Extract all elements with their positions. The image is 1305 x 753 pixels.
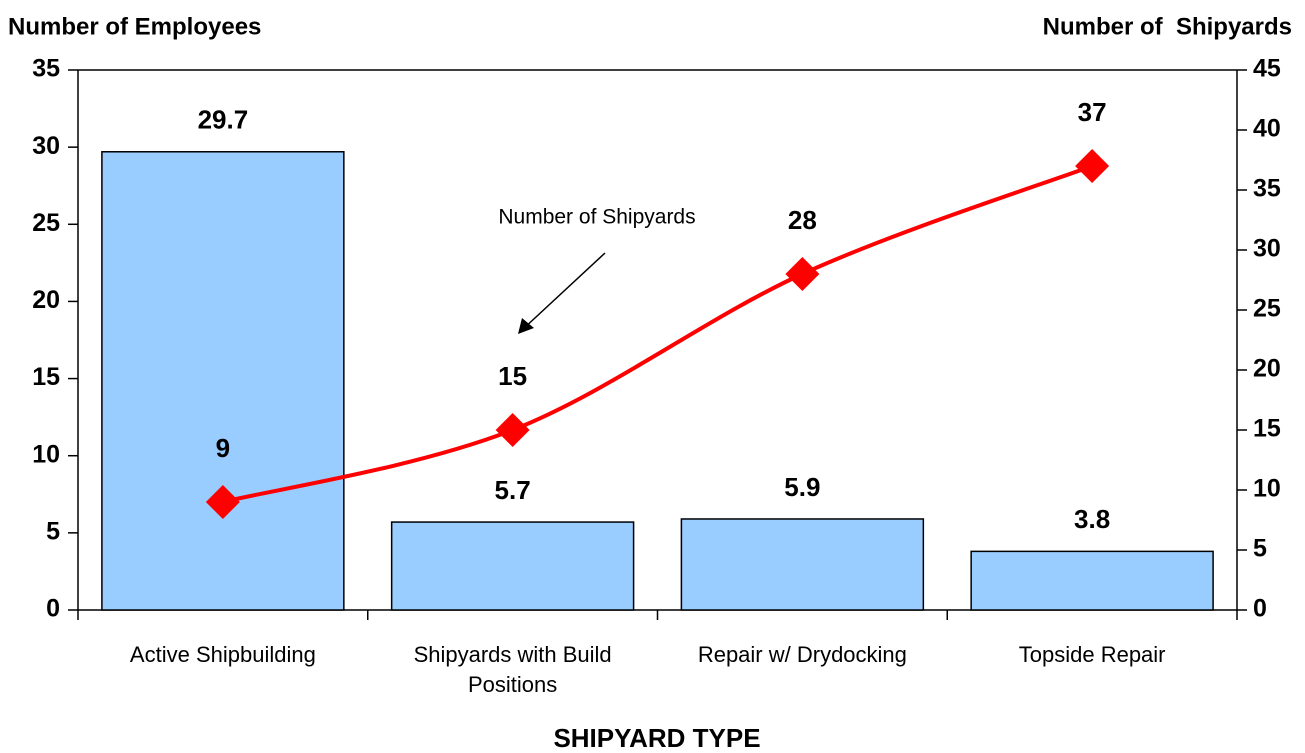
data-label: 37 — [1078, 97, 1107, 127]
y2-tick-label: 15 — [1253, 415, 1281, 443]
y2-tick-label: 40 — [1253, 115, 1281, 143]
data-label: 9 — [216, 433, 230, 463]
annotation-arrow — [521, 252, 606, 331]
marker — [1075, 149, 1110, 183]
bar — [101, 151, 345, 611]
marker — [205, 485, 240, 519]
data-label: 3.8 — [1074, 504, 1110, 534]
y2-tick-label: 45 — [1253, 55, 1281, 83]
annotation: Number of Shipyards — [498, 206, 695, 229]
data-label: 28 — [788, 205, 817, 235]
x-tick-label: Repair w/ Drydocking — [697, 642, 907, 667]
y-tick-label: 10 — [32, 440, 60, 468]
bar — [680, 518, 925, 611]
y2-tick-label: 25 — [1253, 295, 1281, 323]
data-label: 29.7 — [198, 105, 249, 135]
y-tick-label: 0 — [46, 595, 60, 623]
line — [222, 164, 1093, 504]
y-tick-label: 15 — [32, 363, 60, 391]
y2-axis-title: Number of Shipyards — [1043, 13, 1292, 40]
x-axis-title: SHIPYARD TYPE — [553, 723, 760, 753]
marker — [495, 413, 530, 447]
x-tick-label: Active Shipbuilding — [129, 642, 316, 667]
marker — [785, 257, 820, 291]
x-tick-label: Topside Repair — [1018, 642, 1166, 667]
y2-tick-label: 35 — [1253, 175, 1281, 203]
y-tick-label: 25 — [32, 209, 60, 237]
y2-tick-label: 0 — [1253, 595, 1267, 623]
y-axis-title: Number of Employees — [8, 13, 261, 40]
y2-tick-label: 10 — [1253, 475, 1281, 503]
y-tick-label: 20 — [32, 286, 60, 314]
y-tick-label: 5 — [46, 517, 60, 545]
data-label: 15 — [498, 361, 527, 391]
y-tick-label: 35 — [32, 55, 60, 83]
data-label: 5.7 — [495, 475, 531, 505]
y2-tick-label: 5 — [1253, 535, 1267, 563]
x-tick-label: Shipyards with Build Positions — [413, 642, 612, 697]
y2-tick-label: 20 — [1253, 355, 1281, 383]
bar — [390, 521, 635, 611]
y-tick-label: 30 — [32, 132, 60, 160]
annotation-arrowhead — [518, 318, 534, 334]
bar — [970, 550, 1214, 611]
data-label: 5.9 — [784, 472, 820, 502]
y2-tick-label: 30 — [1253, 235, 1281, 263]
